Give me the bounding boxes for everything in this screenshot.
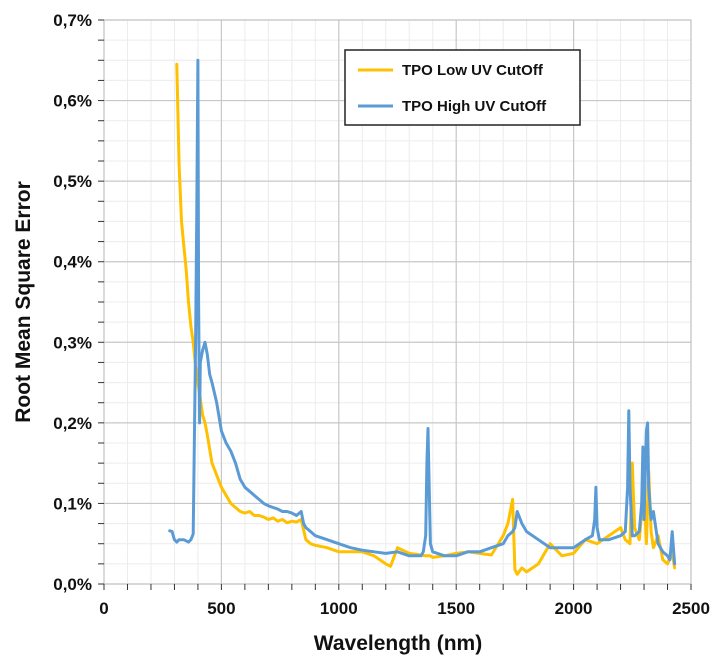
x-tick-label: 1000	[320, 599, 358, 618]
y-axis-title: Root Mean Square Error	[12, 181, 35, 423]
x-axis-tick-labels: 0 500 1000 1500 2000 2500	[99, 599, 710, 618]
x-tick-label: 500	[207, 599, 235, 618]
y-axis-tick-labels: 0,0% 0,1% 0,2% 0,3% 0,4% 0,5% 0,6% 0,7%	[53, 11, 92, 594]
legend-box	[344, 49, 581, 126]
x-tick-label: 1500	[437, 599, 475, 618]
y-tick-label: 0,6%	[53, 92, 92, 111]
y-tick-label: 0,5%	[53, 172, 92, 191]
y-tick-label: 0,1%	[53, 494, 92, 513]
legend: TPO Low UV CutOff TPO High UV CutOff	[344, 49, 581, 126]
y-tick-label: 0,7%	[53, 11, 92, 30]
y-tick-label: 0,4%	[53, 253, 92, 272]
y-tick-label: 0,2%	[53, 414, 92, 433]
legend-label-high-uv: TPO High UV CutOff	[402, 98, 547, 115]
y-tick-label: 0,3%	[53, 333, 92, 352]
x-tick-label: 0	[99, 599, 108, 618]
x-tick-label: 2500	[672, 599, 710, 618]
legend-label-low-uv: TPO Low UV CutOff	[402, 62, 544, 79]
series-layer	[168, 58, 677, 576]
series-line-high-uv-cutoff	[168, 58, 677, 566]
y-tick-label: 0,0%	[53, 575, 92, 594]
series-line-low-uv-cutoff	[175, 62, 677, 576]
plot-area-frame	[98, 19, 692, 590]
x-axis-title: Wavelength (nm)	[314, 632, 482, 655]
x-tick-label: 2000	[555, 599, 593, 618]
